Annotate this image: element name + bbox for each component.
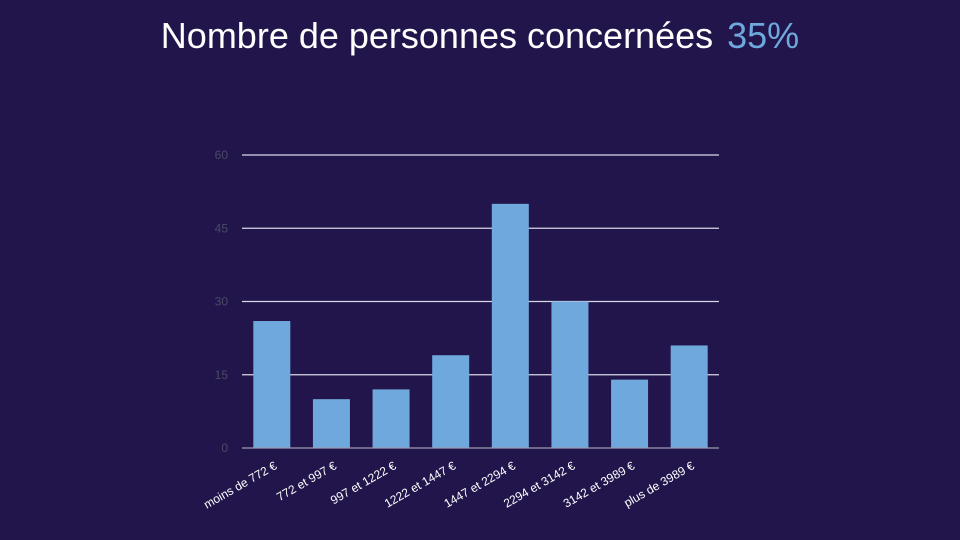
bar <box>372 389 410 448</box>
slide-title: Nombre de personnes concernées <box>160 15 714 56</box>
x-tick-label: moins de 772 € <box>201 458 279 511</box>
bar <box>253 321 291 448</box>
bar <box>611 379 649 448</box>
bar <box>312 399 350 448</box>
bar <box>551 301 589 448</box>
y-tick-label: 15 <box>215 368 229 382</box>
y-tick-label: 60 <box>215 148 229 162</box>
percentage-highlight: 35% <box>727 15 800 56</box>
y-tick-label: 30 <box>215 295 229 309</box>
bar <box>670 345 708 448</box>
slide-title-row: Nombre de personnes concernées 35% <box>0 14 960 58</box>
bar <box>432 355 470 448</box>
y-tick-label: 45 <box>215 221 229 235</box>
bar <box>491 203 529 448</box>
y-tick-label: 0 <box>221 441 228 455</box>
